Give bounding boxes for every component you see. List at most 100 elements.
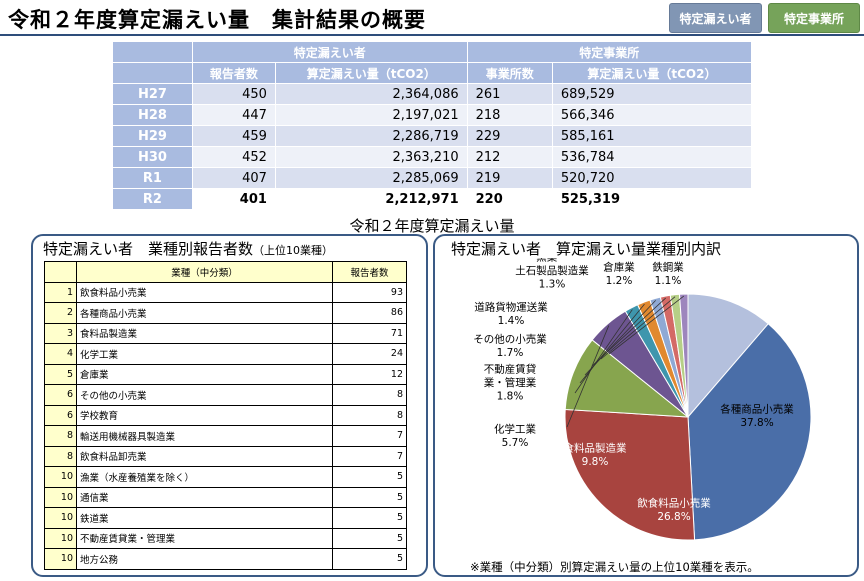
table-row: H30 452 2,363,210 212 536,784 [112,146,753,168]
group-header-sites: 特定事業所 [466,41,753,63]
leader-line [579,303,645,384]
leak-amount-cell: 2,364,086 [274,83,468,105]
count-cell: 5 [332,527,407,549]
column-header: 報告者数 [191,62,276,84]
slice-percent-label: 1.1% [655,275,682,287]
count-cell: 5 [332,548,407,570]
sites-cell: 261 [466,83,553,105]
summary-corner [112,62,193,84]
count-cell: 7 [332,425,407,447]
rank-cell: 10 [44,466,77,488]
leak-amount-cell: 2,197,021 [274,104,468,126]
site-leak-cell: 585,161 [551,125,753,147]
industry-ranking-table: 業種（中分類） 報告者数 1 飲食料品小売業 93 2 各種商品小売業 86 3 食料品製… [44,261,407,570]
site-leak-cell: 520,720 [551,167,753,189]
industry-cell: 地方公務 [76,548,333,570]
slice-percent-label: 26.8% [657,511,690,523]
table-row: 10 不動産賃貸業・管理業 5 [44,527,407,549]
slice-category-label: 飲食料品小売業 [637,496,711,509]
table-row: 8 輸送用機械器具製造業 7 [44,425,407,447]
table-row: R2 401 2,212,971 220 525,319 [112,188,753,210]
rank-cell: 6 [44,384,77,406]
site-leak-cell: 536,784 [551,146,753,168]
reporters-cell: 447 [191,104,276,126]
leak-breakdown-pie-chart: その他11.3%各種商品小売業37.8%飲食料品小売業26.8%食料品製造業9.… [473,258,812,541]
title-underline [0,34,864,36]
slice-category-label: 化学工業 [494,422,536,435]
page-title: 令和２年度算定漏えい量 集計結果の概要 [8,8,426,32]
slice-category-label: その他の小売業 [473,332,547,345]
reporters-cell: 401 [191,188,276,210]
group-header-leakers: 特定漏えい者 [191,41,468,63]
leak-breakdown-panel: 特定漏えい者 算定漏えい量業種別内訳 [433,234,859,577]
industry-cell: その他の小売業 [76,384,333,406]
table-row: 1 飲食料品小売業 93 [44,281,407,303]
rank-cell: 10 [44,548,77,570]
table-row: 10 通信業 5 [44,486,407,508]
industry-cell: 通信業 [76,486,333,508]
leader-line [566,325,610,428]
chart-footnote: ※業種（中分類）別算定漏えい量の上位10業種を表示。 [470,560,759,574]
slice-percent-label: 9.8% [582,456,609,468]
count-cell: 5 [332,507,407,529]
ranking-title-note: （上位10業種） [253,244,334,257]
leak-amount-cell: 2,212,971 [274,188,468,210]
industry-ranking-panel: 特定漏えい者 業種別報告者数（上位10業種） [31,234,428,577]
leader-line [574,309,633,394]
sites-cell: 229 [466,125,553,147]
count-cell: 93 [332,281,407,303]
reporters-cell: 407 [191,167,276,189]
table-row: 3 食料品製造業 71 [44,322,407,344]
leak-amount-cell: 2,286,719 [274,125,468,147]
slice-percent-label: 1.2% [606,275,633,287]
rank-cell: 1 [44,281,77,303]
count-cell: 5 [332,466,407,488]
pie-slice [564,408,696,541]
year-cell: H29 [112,125,193,147]
pie-slice [687,293,769,419]
table-row: R1 407 2,285,069 219 520,720 [112,167,753,189]
ranking-panel-title: 特定漏えい者 業種別報告者数（上位10業種） [43,238,333,259]
industry-header: 業種（中分類） [76,261,333,283]
slice-percent-label: 1.4% [498,315,525,327]
year-cell: H28 [112,104,193,126]
sites-cell: 218 [466,104,553,126]
rank-cell: 10 [44,507,77,529]
column-header: 算定漏えい量（tCO2） [274,62,468,84]
leader-line [591,297,666,367]
industry-cell: 飲食料品卸売業 [76,445,333,467]
count-cell: 24 [332,343,407,365]
industry-cell: 各種商品小売業 [76,302,333,324]
industry-cell: 食料品製造業 [76,322,333,344]
breakdown-panel-title: 特定漏えい者 算定漏えい量業種別内訳 [451,240,722,258]
table-row: H27 450 2,364,086 261 689,529 [112,83,753,105]
table-row: 8 飲食料品卸売業 7 [44,445,407,467]
rank-header [44,261,77,283]
sites-cell: 220 [466,188,553,210]
industry-cell: 化学工業 [76,343,333,365]
table-row: 5 倉庫業 12 [44,363,407,385]
ranking-title-text: 特定漏えい者 業種別報告者数 [43,240,254,258]
year-cell: H27 [112,83,193,105]
rank-cell: 4 [44,343,77,365]
industry-cell: 輸送用機械器具製造業 [76,425,333,447]
table-row: 2 各種商品小売業 86 [44,302,407,324]
count-header: 報告者数 [332,261,407,283]
rank-cell: 8 [44,425,77,447]
leak-amount-cell: 2,363,210 [274,146,468,168]
industry-cell: 倉庫業 [76,363,333,385]
specified-sites-button[interactable]: 特定事業所 [768,3,860,33]
leak-amount-cell: 2,285,069 [274,167,468,189]
slice-category-label: 各種商品小売業 [720,402,794,415]
year-cell: R2 [112,188,193,210]
year-cell: R1 [112,167,193,189]
rank-cell: 6 [44,404,77,426]
table-row: 10 鉄道業 5 [44,507,407,529]
table-row: H29 459 2,286,719 229 585,161 [112,125,753,147]
table-row: 6 学校教育 8 [44,404,407,426]
table-row: H28 447 2,197,021 218 566,346 [112,104,753,126]
site-leak-cell: 566,346 [551,104,753,126]
specified-leakers-button[interactable]: 特定漏えい者 [669,3,762,33]
table-row: 6 その他の小売業 8 [44,384,407,406]
section-subtitle: 令和２年度算定漏えい量 [349,217,515,235]
